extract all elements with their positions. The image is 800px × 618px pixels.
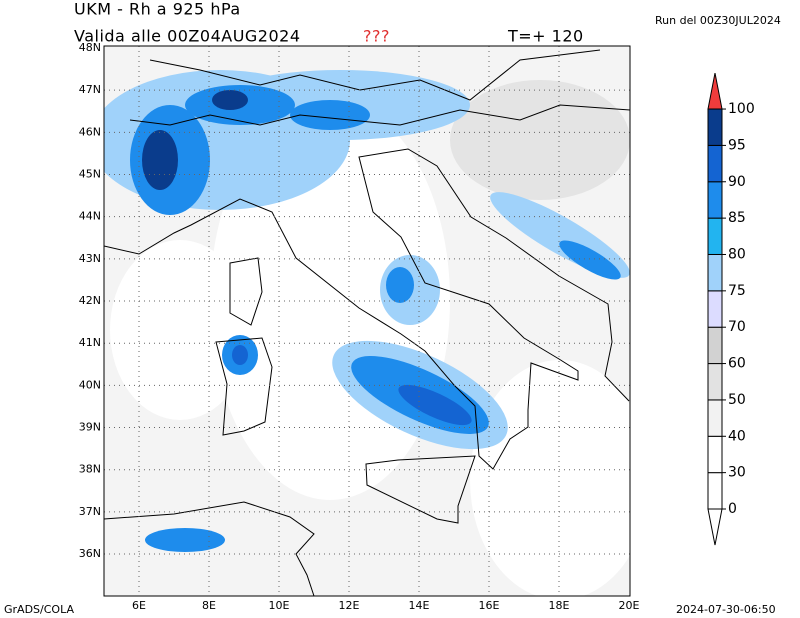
colorbar-label: 90 (728, 174, 746, 190)
colorbar-segment (707, 363, 723, 401)
map-frame (103, 45, 631, 597)
colorbar-segment (707, 290, 723, 328)
colorbar-segment (707, 435, 723, 474)
colorbar-label: 85 (728, 210, 746, 226)
field (104, 46, 630, 596)
footer-right: 2024-07-30-06:50 (676, 603, 776, 616)
colorbar-label: 100 (728, 101, 755, 117)
colorbar-label: 50 (728, 392, 746, 408)
colorbar-segment (707, 326, 723, 365)
lat-label: 43N (79, 252, 101, 265)
lat-label: 42N (79, 294, 101, 307)
colorbar-segment (707, 399, 723, 437)
lat-label: 47N (79, 83, 101, 96)
colorbar-label: 95 (728, 137, 746, 153)
lat-label: 39N (79, 421, 101, 434)
colorbar-label: 30 (728, 465, 746, 481)
dry-area (110, 240, 250, 420)
colorbar-label: 75 (728, 283, 746, 299)
colorbar-label: 80 (728, 246, 746, 262)
title: UKM - Rh a 925 hPa (74, 0, 241, 19)
run-label: Run del 00Z30JUL2024 (655, 14, 781, 27)
lon-label: 12E (339, 599, 360, 612)
valid-time: Valida alle 00Z04AUG2024 (74, 27, 301, 46)
colorbar-top (707, 72, 723, 110)
lead-time: T=+ 120 (507, 27, 584, 46)
lat-label: 44N (79, 210, 101, 223)
colorbar-label: 0 (728, 501, 737, 517)
humid-area (450, 80, 630, 200)
colorbar-segment (707, 472, 723, 510)
humid-area (386, 267, 414, 303)
colorbar-label: 60 (728, 356, 746, 372)
lon-label: 8E (202, 599, 216, 612)
lon-label: 10E (269, 599, 290, 612)
humid-area (142, 130, 178, 190)
lon-label: 14E (409, 599, 430, 612)
lat-label: 45N (79, 168, 101, 181)
humid-area (559, 240, 621, 280)
footer-left: GrADS/COLA (4, 603, 74, 616)
lat-label: 36N (79, 547, 101, 560)
humid-area (398, 384, 472, 426)
colorbar-segment (707, 144, 723, 183)
lon-label: 20E (619, 599, 640, 612)
colorbar: 0 30 40 50 60 70 75 80 85 90 95 100 (707, 72, 755, 546)
lon-label: 16E (479, 599, 500, 612)
colorbar-segment (707, 181, 723, 219)
dry-area (470, 360, 630, 596)
grid: 48N 47N 46N 45N 44N 43N 42N 41N 40N 39N 38N 37N 36N 6… (79, 41, 640, 612)
colorbar-segment (707, 108, 723, 146)
lat-label: 40N (79, 378, 101, 391)
colorbar-label: 40 (728, 428, 746, 444)
lat-label: 46N (79, 125, 101, 138)
colorbar-segment (707, 253, 723, 292)
lat-label: 38N (79, 463, 101, 476)
lat-label: 41N (79, 336, 101, 349)
humid-area (290, 100, 370, 130)
colorbar-segment (707, 217, 723, 255)
flag: ??? (363, 27, 390, 46)
lat-label: 48N (79, 41, 101, 54)
humid-area (232, 345, 248, 365)
lon-label: 18E (549, 599, 570, 612)
lat-label: 37N (79, 505, 101, 518)
humid-area (145, 528, 225, 552)
lon-label: 6E (132, 599, 146, 612)
colorbar-bottom (707, 508, 723, 546)
colorbar-label: 70 (728, 319, 746, 335)
humid-area (212, 90, 248, 110)
